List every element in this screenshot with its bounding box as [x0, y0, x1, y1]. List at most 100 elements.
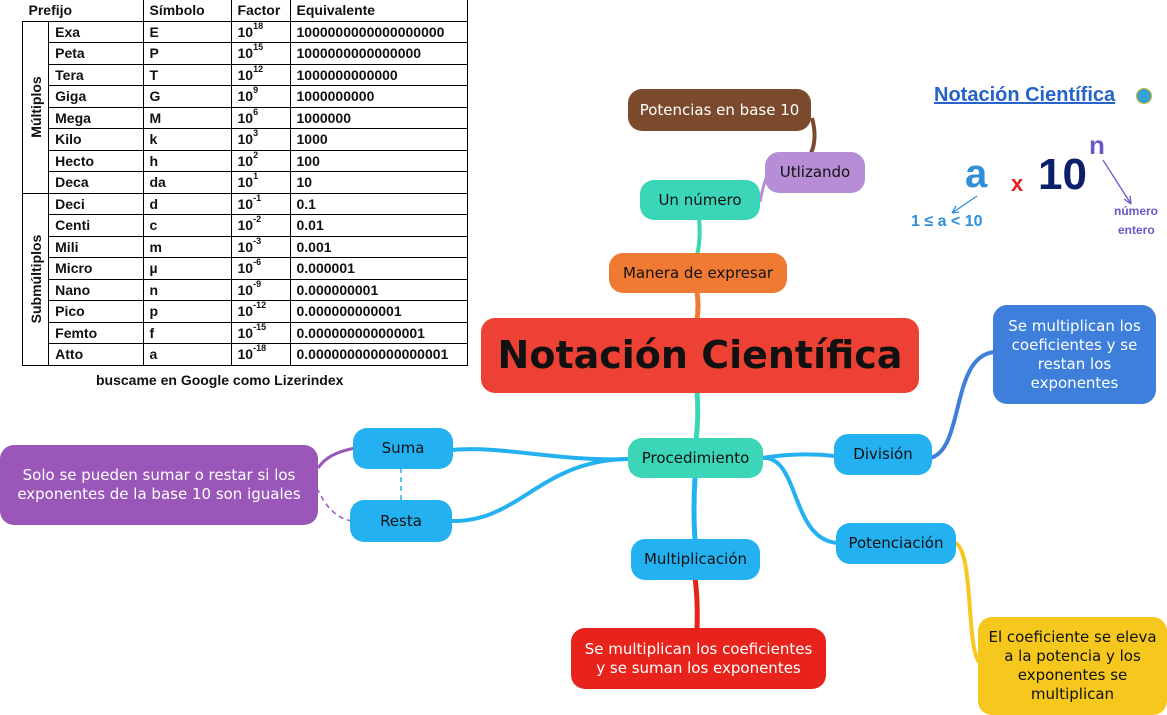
factor-exponent: -2 [253, 214, 262, 225]
cell-symbol: E [142, 20, 232, 43]
cell-equivalent: 0.000000000000001 [289, 321, 468, 344]
table-row: Kilo k 103 1000 [23, 128, 468, 151]
node-un-numero[interactable]: Un número [640, 180, 760, 220]
cell-symbol: M [142, 106, 232, 129]
cell-equivalent: 1000000000 [289, 85, 468, 108]
cell-symbol: T [142, 63, 232, 86]
factor-base: 10 [237, 324, 254, 341]
group-label-text: Múltiplos [27, 76, 44, 138]
cell-equivalent: 100 [289, 149, 468, 172]
node-multiplicacion[interactable]: Multiplicación [631, 539, 760, 580]
cell-equivalent: 0.000000001 [289, 278, 468, 301]
central-topic[interactable]: Notación Científica [481, 318, 919, 393]
factor-base: 10 [237, 195, 254, 212]
cell-factor: 109 [230, 85, 291, 108]
factor-base: 10 [237, 23, 254, 40]
note-potenciacion[interactable]: El coeficiente se eleva a la potencia y … [978, 617, 1167, 715]
factor-exponent: -15 [253, 321, 267, 332]
table-row: Mili m 10-3 0.001 [23, 235, 468, 258]
cell-factor: 1015 [230, 42, 291, 65]
cell-factor: 10-18 [230, 343, 291, 366]
group-label-submultiplos: Submúltiplos [21, 192, 50, 366]
header-factor: Factor [230, 0, 291, 22]
factor-exponent: -1 [253, 192, 262, 203]
cell-factor: 10-12 [230, 300, 291, 323]
table-row: Centi c 10-2 0.01 [23, 214, 468, 237]
formula-exponent: n [1089, 130, 1105, 160]
node-procedimiento[interactable]: Procedimiento [628, 438, 763, 478]
table-row: Femto f 10-15 0.000000000000001 [23, 321, 468, 344]
table-row: Nano n 10-9 0.000000001 [23, 278, 468, 301]
cell-prefix: Exa [48, 20, 144, 43]
factor-exponent: -18 [253, 343, 267, 354]
cell-symbol: d [142, 192, 232, 215]
cell-prefix: Nano [48, 278, 144, 301]
cell-symbol: n [142, 278, 232, 301]
table-row: Hecto h 102 100 [23, 149, 468, 172]
cell-symbol: G [142, 85, 232, 108]
cell-factor: 10-2 [230, 214, 291, 237]
cell-symbol: P [142, 42, 232, 65]
cell-factor: 10-6 [230, 257, 291, 280]
factor-exponent: -3 [253, 235, 262, 246]
cell-equivalent: 0.001 [289, 235, 468, 258]
cell-symbol: µ [142, 257, 232, 280]
factor-base: 10 [237, 66, 254, 83]
formula-range: 1 ≤ a < 10 [911, 213, 983, 230]
table-row: Giga G 109 1000000000 [23, 85, 468, 108]
node-resta[interactable]: Resta [350, 500, 452, 542]
note-division[interactable]: Se multiplican los coeficientes y se res… [993, 305, 1156, 404]
cell-prefix: Giga [48, 85, 144, 108]
cell-equivalent: 0.000001 [289, 257, 468, 280]
factor-base: 10 [237, 45, 254, 62]
node-suma[interactable]: Suma [353, 428, 453, 469]
table-row: Submúltiplos Deci d 10-1 0.1 [21, 192, 468, 366]
node-division[interactable]: División [834, 434, 932, 475]
cell-symbol: h [142, 149, 232, 172]
table-caption: buscame en Google como Lizerindex [96, 372, 344, 388]
formula-coefficient: a [965, 152, 988, 196]
cell-factor: 101 [230, 171, 291, 194]
cell-equivalent: 0.01 [289, 214, 468, 237]
table-row: Mega M 106 1000000 [23, 106, 468, 129]
cell-symbol: m [142, 235, 232, 258]
factor-base: 10 [237, 131, 254, 148]
factor-base: 10 [237, 238, 254, 255]
cell-prefix: Micro [48, 257, 144, 280]
cell-equivalent: 1000000000000000000 [289, 20, 468, 43]
cell-equivalent: 0.000000000000000001 [289, 343, 468, 366]
cell-symbol: f [142, 321, 232, 344]
cell-prefix: Hecto [48, 149, 144, 172]
factor-exponent: 1 [253, 171, 259, 182]
note-suma-resta[interactable]: Solo se pueden sumar o restar si los exp… [0, 445, 318, 525]
cell-equivalent: 1000000 [289, 106, 468, 129]
cell-prefix: Deca [48, 171, 144, 194]
node-potencias-base-10[interactable]: Potencias en base 10 [628, 89, 811, 131]
factor-exponent: 12 [253, 63, 264, 74]
formula-n-note-2: entero [1118, 223, 1155, 237]
cell-factor: 10-3 [230, 235, 291, 258]
factor-base: 10 [237, 303, 254, 320]
factor-exponent: 3 [253, 128, 259, 139]
note-multiplicacion[interactable]: Se multiplican los coeficientes y se sum… [571, 628, 826, 689]
factor-exponent: 2 [253, 149, 259, 160]
factor-exponent: -6 [253, 257, 262, 268]
cell-symbol: p [142, 300, 232, 323]
header-prefijo: Prefijo [22, 0, 144, 22]
node-potenciacion[interactable]: Potenciación [836, 523, 956, 564]
cell-prefix: Centi [48, 214, 144, 237]
formula-base: 10 [1038, 150, 1087, 199]
node-utlizando[interactable]: Utlizando [765, 152, 865, 193]
cell-factor: 10-9 [230, 278, 291, 301]
cell-factor: 1012 [230, 63, 291, 86]
table-row: Micro µ 10-6 0.000001 [23, 257, 468, 280]
formula-title-link[interactable]: Notación Científica [934, 84, 1116, 106]
node-manera-de-expresar[interactable]: Manera de expresar [609, 253, 787, 293]
group-label-text: Submúltiplos [27, 234, 44, 324]
cell-prefix: Atto [48, 343, 144, 366]
formula-n-note-1: número [1114, 204, 1159, 218]
cell-equivalent: 0.1 [289, 192, 468, 215]
cell-equivalent: 0.000000000001 [289, 300, 468, 323]
cell-prefix: Kilo [48, 128, 144, 151]
